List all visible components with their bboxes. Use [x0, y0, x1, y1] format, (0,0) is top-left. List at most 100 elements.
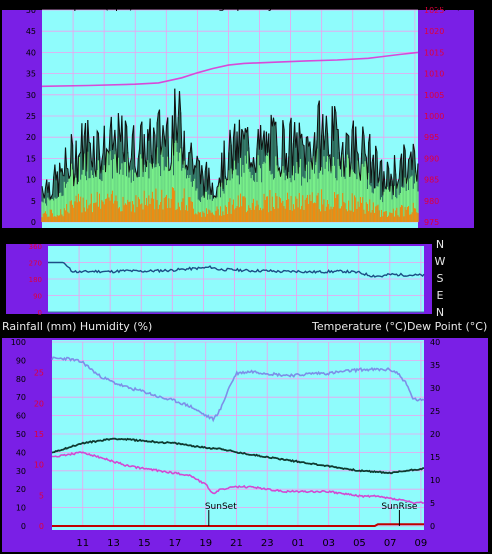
wind-x-tick-label: 17 — [160, 232, 173, 243]
direction-tick-label: 360 — [29, 243, 42, 251]
lower-top-left-label: Rainfall (mm) Humidity (%) — [2, 320, 152, 333]
humidity-tick-label: 70 — [16, 393, 26, 402]
wind-tick-label: 40 — [26, 48, 36, 57]
compass-label: E — [437, 289, 444, 302]
sunset-label: SunSet — [205, 502, 237, 512]
direction-series — [48, 261, 425, 278]
wind-direction-line — [48, 261, 425, 278]
barometer-tick-label: 990 — [424, 154, 439, 163]
temperature-line — [51, 437, 425, 475]
header-center-title: 24 hour graph day : 17 October 2020 — [172, 0, 378, 12]
barometer-tick-label: 980 — [424, 197, 439, 206]
wind-tick-label: 0 — [31, 218, 36, 227]
wind-tick-label: 50 — [26, 6, 36, 15]
lower-x-tick-label: 19 — [199, 538, 212, 549]
header-left-label: Windspeed (kph) — [40, 0, 133, 12]
temperature-tick-label: 5 — [430, 499, 435, 508]
rainfall-tick-label: 10 — [34, 461, 44, 470]
temperature-tick-label: 10 — [430, 476, 440, 485]
wind-tick-label: 25 — [26, 112, 36, 121]
humidity-tick-label: 80 — [16, 375, 26, 384]
temperature-tick-label: 40 — [430, 338, 440, 347]
wind-tick-label: 45 — [26, 27, 36, 36]
direction-tick-label: 90 — [33, 293, 42, 301]
temperature-tick-label: 35 — [430, 361, 440, 370]
compass-label: N — [436, 238, 444, 251]
rainfall-left-axis: 0 5 10 15 20 25 — [34, 369, 44, 531]
barometer-tick-label: 1005 — [424, 91, 444, 100]
barometer-tick-label: 1010 — [424, 70, 444, 79]
barometer-tick-label: 1020 — [424, 27, 444, 36]
header-right-label: Barometer (hpa) — [370, 0, 461, 12]
wind-x-tick-label: 05 — [346, 232, 359, 243]
humidity-tick-label: 20 — [16, 485, 26, 494]
temperature-tick-label: 15 — [430, 453, 440, 462]
temperature-right-axis: 0 5 10 15 20 25 30 35 40 — [430, 338, 440, 531]
direction-tick-label: 270 — [29, 260, 42, 268]
wind-x-tick-label: 13 — [98, 232, 111, 243]
compass-label: N — [436, 306, 444, 319]
sun-annotations: SunSet SunRise — [205, 502, 418, 526]
lower-left-axis: 0 10 20 30 40 50 60 70 80 90 100 — [11, 338, 26, 531]
wind-tick-label: 15 — [26, 154, 36, 163]
lower-top-right-label: Temperature (°C)Dew Point (°C) — [311, 320, 487, 333]
lower-x-tick-label: 03 — [322, 538, 335, 549]
humidity-line — [51, 356, 425, 423]
barometer-tick-label: 985 — [424, 176, 439, 185]
lower-x-tick-label: 21 — [230, 538, 243, 549]
temperature-tick-label: 30 — [430, 384, 440, 393]
wind-x-tick-label: 15 — [129, 232, 142, 243]
wind-tick-label: 20 — [26, 133, 36, 142]
wind-tick-label: 30 — [26, 91, 36, 100]
wind-x-tick-label: 09 — [409, 232, 422, 243]
wind-x-tick-label: 19 — [191, 232, 204, 243]
rainfall-tick-label: 0 — [39, 522, 44, 531]
wind-x-tick-label: 23 — [253, 232, 266, 243]
direction-tick-label: 0 — [38, 309, 42, 317]
wind-tick-label: 35 — [26, 70, 36, 79]
barometer-line — [41, 51, 419, 88]
wind-x-tick-label: 07 — [377, 232, 390, 243]
rainfall-tick-label: 15 — [34, 430, 44, 439]
lower-series — [51, 356, 425, 527]
lower-x-tick-label: 11 — [76, 538, 89, 549]
humidity-tick-label: 10 — [16, 504, 26, 513]
humidity-tick-label: 100 — [11, 338, 26, 347]
temperature-tick-label: 20 — [430, 430, 440, 439]
temperature-tick-label: 25 — [430, 407, 440, 416]
wind-x-tick-label: 01 — [284, 232, 297, 243]
rainfall-tick-label: 20 — [34, 399, 44, 408]
lower-x-tick-label: 09 — [415, 538, 428, 549]
wind-x-tick-label: 11 — [67, 232, 80, 243]
humidity-tick-label: 30 — [16, 467, 26, 476]
direction-tick-label: 180 — [29, 276, 42, 284]
barometer-tick-label: 1025 — [424, 6, 444, 15]
humidity-tick-label: 40 — [16, 448, 26, 457]
wind-x-tick-label: 21 — [222, 232, 235, 243]
temperature-tick-label: 0 — [430, 522, 435, 531]
wind-tick-label: 5 — [31, 197, 36, 206]
compass-label: S — [437, 272, 444, 285]
wind-x-axis: 11 13 15 17 19 21 23 01 03 05 07 09 — [67, 232, 422, 243]
barometer-tick-label: 975 — [424, 218, 439, 227]
rainfall-tick-label: 25 — [34, 369, 44, 378]
lower-plot-area — [52, 340, 424, 530]
lower-x-axis: 11 13 15 17 19 21 23 01 03 05 07 09 — [76, 538, 427, 549]
lower-x-tick-label: 23 — [261, 538, 274, 549]
rainfall-line — [52, 523, 424, 527]
barometer-tick-label: 1000 — [424, 112, 444, 121]
humidity-tick-label: 60 — [16, 412, 26, 421]
lower-x-tick-label: 01 — [292, 538, 305, 549]
direction-left-axis: 0 90 180 270 360 — [29, 243, 42, 317]
direction-grid — [48, 246, 424, 313]
rainfall-tick-label: 5 — [39, 491, 44, 500]
humidity-tick-label: 50 — [16, 430, 26, 439]
lower-x-tick-label: 15 — [138, 538, 151, 549]
barometer-tick-label: 995 — [424, 133, 439, 142]
dew-point-line — [52, 451, 425, 505]
wind-tick-label: 10 — [26, 176, 36, 185]
humidity-tick-label: 90 — [16, 356, 26, 365]
wind-x-tick-label: 03 — [315, 232, 328, 243]
